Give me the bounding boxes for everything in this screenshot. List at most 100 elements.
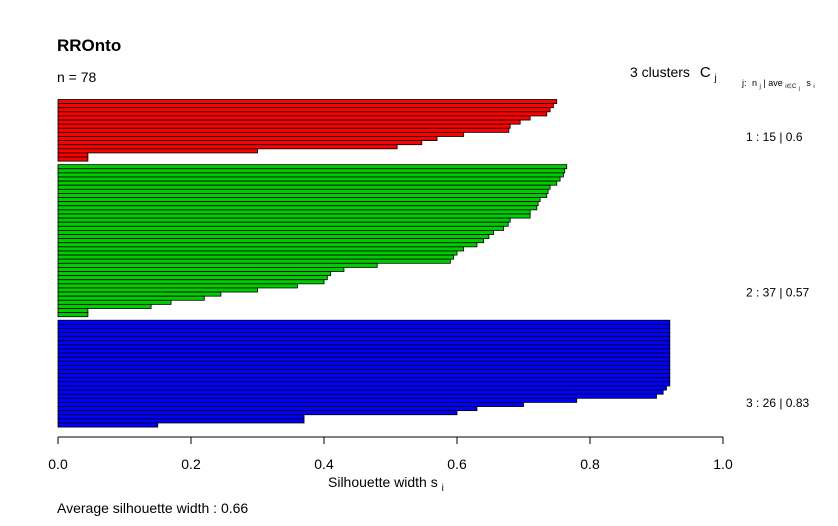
silhouette-bar-c3-19 [57, 393, 657, 399]
x-axis-label-text: Silhouette width s [328, 474, 438, 490]
silhouette-bar-c2-20 [57, 242, 478, 248]
header-n: n [752, 78, 757, 88]
x-tick-label-4: 0.6 [447, 456, 467, 472]
clusters-count-label: 3 clusters [630, 64, 690, 80]
silhouette-bar-c2-11 [57, 205, 538, 211]
silhouette-bar-c3-6 [57, 340, 671, 346]
silhouette-bar-c1-8 [57, 127, 510, 133]
header-prefix: j: [741, 78, 747, 88]
header-ave-sub: i∈C [785, 83, 797, 90]
silhouette-bar-c3-21 [57, 402, 524, 407]
clusters-symbol: C [700, 64, 711, 81]
silhouette-bar-c2-21 [57, 246, 465, 252]
silhouette-bar-c3-2 [57, 323, 671, 329]
silhouette-bar-c2-35 [57, 303, 152, 309]
x-tick-label-2: 0.2 [181, 456, 201, 472]
silhouette-bar-c2-13 [57, 213, 531, 219]
x-axis-label-subscript: i [442, 483, 444, 494]
cluster-label-3: 3 : 26 | 0.83 [746, 396, 809, 410]
silhouette-bar-c3-23 [57, 410, 458, 416]
silhouette-bar-c2-26 [57, 266, 345, 272]
silhouette-bar-c3-7 [57, 344, 671, 350]
silhouette-bar-c2-4 [57, 176, 561, 182]
silhouette-bar-c1-6 [57, 119, 521, 125]
x-tick-label-6: 1.0 [713, 456, 733, 472]
cluster-label-2: 2 : 37 | 0.57 [746, 286, 809, 300]
silhouette-bar-c1-14 [57, 152, 89, 158]
chart-title: RROnto [57, 36, 121, 55]
silhouette-bar-c2-32 [57, 291, 222, 297]
silhouette-bar-c3-11 [57, 360, 671, 366]
silhouette-bar-c2-37 [57, 312, 89, 318]
silhouette-bar-c2-34 [57, 299, 172, 305]
silhouette-bar-c2-5 [57, 180, 558, 186]
x-axis-label: Silhouette width s i [328, 474, 444, 494]
silhouette-bar-c2-36 [57, 308, 89, 314]
silhouette-bar-c2-30 [57, 283, 298, 289]
silhouette-bar-c3-13 [57, 369, 671, 375]
silhouette-bar-c2-18 [57, 234, 490, 240]
clusters-header: 3 clusters C j [630, 64, 717, 84]
n-label: n = 78 [57, 69, 97, 85]
silhouette-bar-c2-9 [57, 197, 541, 203]
silhouette-bar-c3-24 [57, 414, 305, 420]
silhouette-bar-c2-6 [57, 184, 551, 190]
silhouette-bar-c1-3 [57, 107, 551, 113]
silhouette-bar-c2-10 [57, 201, 539, 207]
header-ave-subsub: j [798, 86, 800, 92]
silhouette-bar-c1-5 [57, 115, 531, 121]
silhouette-bar-c3-26 [57, 422, 159, 428]
silhouette-bar-c3-15 [57, 377, 671, 383]
silhouette-bar-c2-15 [57, 221, 509, 227]
silhouette-bar-c3-4 [57, 332, 671, 338]
silhouette-bar-c1-7 [57, 123, 511, 129]
silhouette-bar-c1-11 [57, 140, 423, 146]
header-n-sub: j [759, 84, 761, 90]
silhouette-bar-c2-29 [57, 279, 325, 285]
silhouette-bar-c2-8 [57, 193, 548, 198]
silhouette-bar-c3-9 [57, 352, 671, 358]
silhouette-bar-c2-3 [57, 172, 564, 178]
silhouette-bar-c2-16 [57, 225, 504, 231]
silhouette-bar-c1-2 [57, 103, 554, 109]
silhouette-bar-c3-14 [57, 373, 671, 379]
silhouette-bar-c1-1 [57, 99, 558, 105]
silhouette-bar-c3-3 [57, 328, 671, 333]
header-s-sub: i [813, 84, 814, 90]
silhouette-bar-c2-23 [57, 254, 455, 260]
silhouette-bar-c3-25 [57, 418, 305, 424]
silhouette-bar-c2-31 [57, 287, 258, 293]
silhouette-bar-c2-1 [57, 164, 568, 170]
silhouette-bar-c1-4 [57, 111, 548, 117]
x-tick-label-5: 0.8 [580, 456, 600, 472]
silhouette-bar-c2-22 [57, 250, 458, 256]
silhouette-bar-c3-8 [57, 348, 671, 354]
silhouette-bar-c3-18 [57, 389, 664, 395]
header-sep: | ave [763, 78, 782, 88]
cluster-label-1: 1 : 15 | 0.6 [746, 130, 803, 144]
x-tick-label-1: 0.0 [48, 456, 68, 472]
silhouette-bar-c2-17 [57, 230, 494, 235]
silhouette-bar-c1-9 [57, 131, 465, 137]
silhouette-bar-c1-10 [57, 136, 438, 142]
silhouette-bar-c2-28 [57, 275, 328, 281]
header-s: s [806, 78, 811, 88]
silhouette-bar-c2-14 [57, 217, 511, 223]
silhouette-bar-c3-10 [57, 356, 671, 362]
silhouette-bar-c3-20 [57, 397, 578, 403]
silhouette-bar-c3-16 [57, 381, 671, 387]
silhouette-bar-c3-12 [57, 365, 671, 370]
silhouette-bar-c2-25 [57, 262, 378, 268]
silhouette-bar-c1-12 [57, 144, 398, 150]
x-tick-label-3: 0.4 [314, 456, 334, 472]
silhouette-bar-c2-27 [57, 271, 332, 277]
silhouette-bar-c3-5 [57, 336, 671, 342]
cluster-labels: 1 : 15 | 0.6 2 : 37 | 0.57 3 : 26 | 0.83 [746, 130, 809, 410]
silhouette-bar-c2-24 [57, 258, 451, 264]
silhouette-bar-c1-13 [57, 148, 258, 154]
x-axis-ticks: 0.0 0.2 0.4 0.6 0.8 1.0 [48, 437, 733, 472]
silhouette-bar-c2-19 [57, 238, 485, 244]
silhouette-bar-c2-7 [57, 188, 549, 194]
silhouette-bar-c2-12 [57, 209, 531, 215]
